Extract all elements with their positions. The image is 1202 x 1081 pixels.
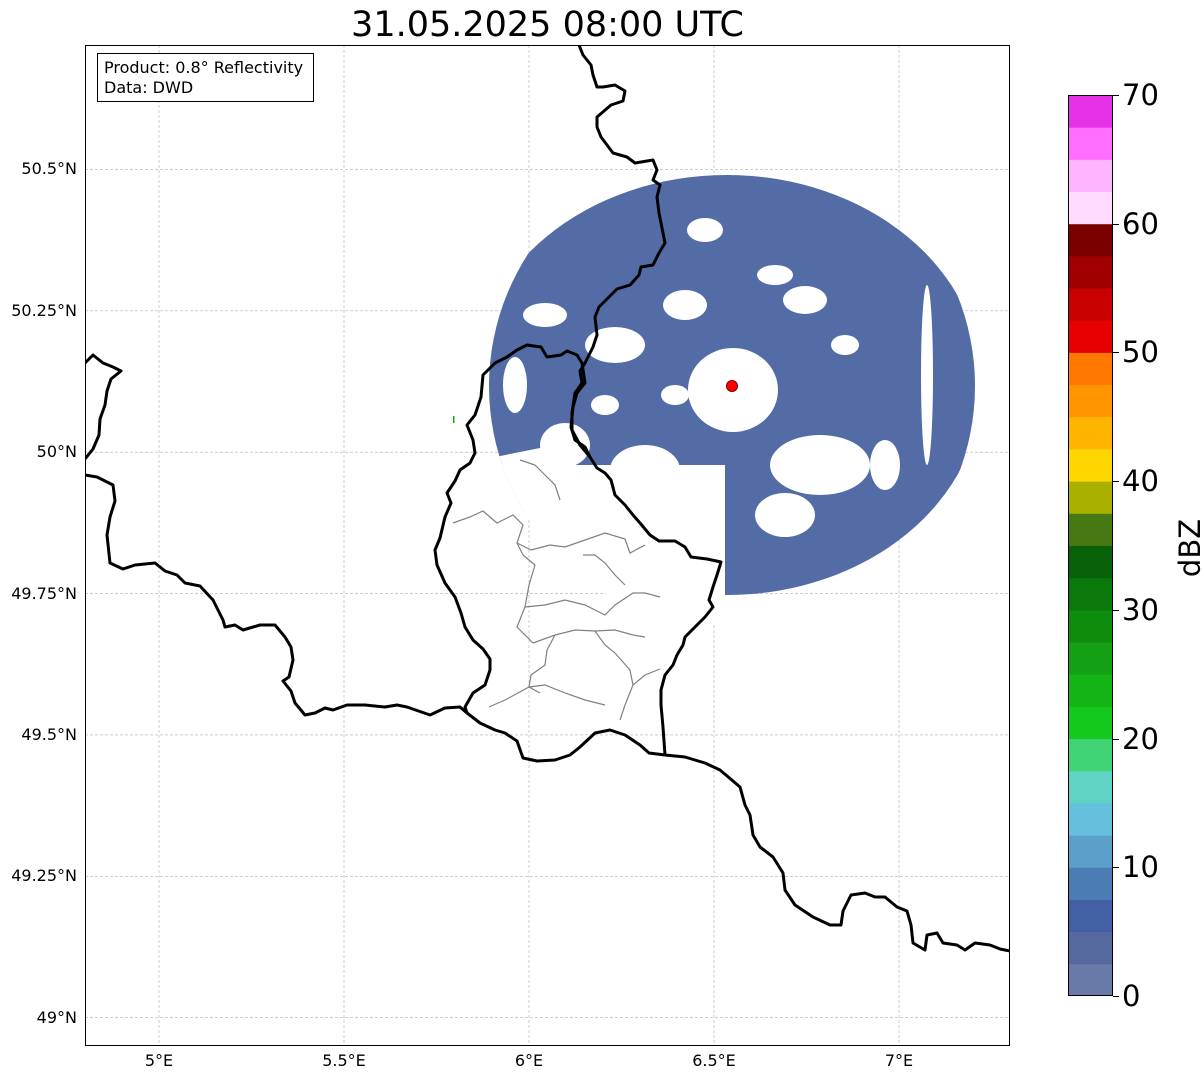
colorbar-tick-label: 40 <box>1122 464 1159 499</box>
data-source-label: Data: DWD <box>104 78 194 97</box>
map-frame <box>85 45 1010 1046</box>
colorbar-tick-mark <box>1113 223 1119 225</box>
colorbar-tick-label: 60 <box>1122 206 1159 241</box>
colorbar-unit-label: dBZ <box>1173 518 1202 578</box>
colorbar-segment <box>1068 481 1113 514</box>
radar-site-marker[interactable] <box>726 380 738 392</box>
colorbar-segment <box>1068 352 1113 386</box>
colorbar-tick-label: 30 <box>1122 592 1159 627</box>
colorbar-segment <box>1068 674 1113 707</box>
colorbar-tick-label: 70 <box>1122 78 1159 112</box>
product-label: Product: 0.8° Reflectivity <box>104 58 304 77</box>
lat-tick-label: 49.25°N <box>11 866 77 886</box>
lon-tick-label: 5.5°E <box>322 1051 366 1070</box>
colorbar-segment <box>1068 931 1113 965</box>
lat-tick-label: 50.5°N <box>21 159 77 179</box>
colorbar-segment <box>1068 706 1113 740</box>
colorbar-tick-mark <box>1113 867 1119 869</box>
colorbar-segment <box>1068 384 1113 418</box>
colorbar-segment <box>1068 95 1113 128</box>
colorbar-segment <box>1068 513 1113 546</box>
lat-tick-label: 50.25°N <box>11 300 77 320</box>
admin-borders <box>452 459 661 721</box>
colorbar <box>1068 95 1113 996</box>
colorbar-segment <box>1068 963 1113 996</box>
colorbar-segment <box>1068 127 1113 160</box>
lat-tick-label: 49.75°N <box>11 583 77 603</box>
colorbar-segment <box>1068 288 1113 321</box>
national-borders <box>85 45 1010 953</box>
colorbar-tick-label: 50 <box>1122 335 1159 370</box>
lon-tick-label: 6.5°E <box>692 1051 736 1070</box>
colorbar-segment <box>1068 835 1113 868</box>
colorbar-segment <box>1068 448 1113 482</box>
chart-title: 31.05.2025 08:00 UTC <box>351 5 744 45</box>
colorbar-tick-mark <box>1113 996 1119 997</box>
colorbar-tick-mark <box>1113 352 1119 354</box>
colorbar-segment <box>1068 899 1113 933</box>
colorbar-segment <box>1068 545 1113 579</box>
colorbar-frame <box>1068 95 1113 996</box>
colorbar-segment <box>1068 738 1113 772</box>
radar-echoes <box>489 175 975 629</box>
colorbar-tick-mark <box>1113 738 1119 740</box>
colorbar-segment <box>1068 867 1113 900</box>
colorbar-tick-label: 0 <box>1122 979 1141 1013</box>
colorbar-segment <box>1068 255 1113 289</box>
colorbar-tick-mark <box>1113 481 1119 483</box>
colorbar-tick-mark <box>1113 95 1119 96</box>
colorbar-segment <box>1068 223 1113 257</box>
radar-map[interactable] <box>85 45 1010 1046</box>
colorbar-segment <box>1068 191 1113 225</box>
colorbar-segment <box>1068 159 1113 193</box>
colorbar-segment <box>1068 320 1113 353</box>
lat-tick-label: 49.5°N <box>21 724 77 744</box>
colorbar-tick-mark <box>1113 609 1119 611</box>
colorbar-segment <box>1068 577 1113 611</box>
lon-tick-label: 5°E <box>144 1051 174 1070</box>
lat-tick-label: 49°N <box>36 1007 77 1027</box>
colorbar-segment <box>1068 770 1113 804</box>
colorbar-tick-label: 10 <box>1122 850 1159 885</box>
colorbar-tick-label: 20 <box>1122 721 1159 756</box>
colorbar-segment <box>1068 416 1113 450</box>
colorbar-segment <box>1068 642 1113 675</box>
colorbar-segment <box>1068 802 1113 836</box>
colorbar-segment <box>1068 609 1113 643</box>
lat-tick-label: 50°N <box>36 442 77 462</box>
echo-speck <box>453 416 455 423</box>
info-box: Product: 0.8° Reflectivity Data: DWD <box>97 53 314 102</box>
lon-tick-label: 6°E <box>514 1051 544 1070</box>
lon-tick-label: 7°E <box>884 1051 914 1070</box>
